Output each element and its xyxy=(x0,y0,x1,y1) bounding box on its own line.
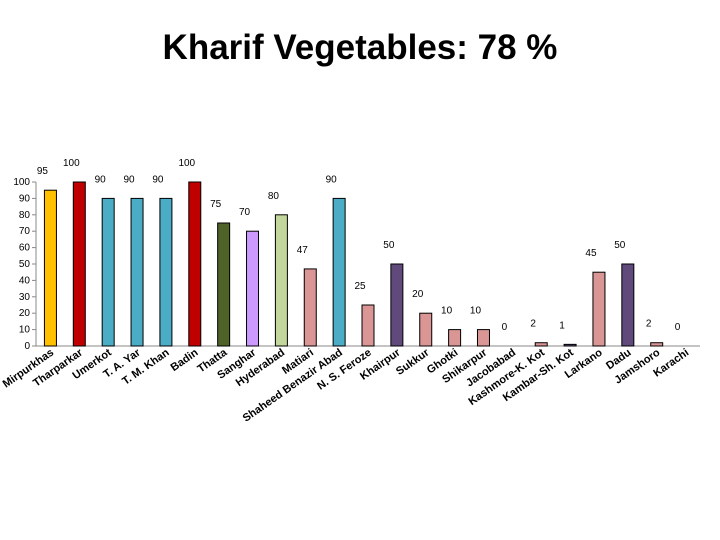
data-label: 45 xyxy=(585,248,597,259)
data-label: 10 xyxy=(441,306,453,317)
bar xyxy=(274,214,288,347)
bar xyxy=(130,197,144,347)
bar xyxy=(476,329,490,347)
data-label: 50 xyxy=(614,240,626,251)
y-tick-label: 60 xyxy=(19,243,31,254)
bar xyxy=(332,197,346,347)
data-label: 25 xyxy=(354,281,366,292)
y-tick-label: 40 xyxy=(19,275,31,286)
y-tick-label: 70 xyxy=(19,226,31,237)
data-label: 47 xyxy=(297,245,309,256)
bar xyxy=(534,342,548,347)
bar xyxy=(101,197,115,347)
bar xyxy=(592,271,606,347)
data-label: 0 xyxy=(502,322,508,333)
bar xyxy=(217,222,231,347)
y-tick-label: 30 xyxy=(19,292,31,303)
bar xyxy=(246,230,260,347)
chart-title: Kharif Vegetables: 78 % xyxy=(162,28,558,67)
data-label: 1 xyxy=(559,320,565,331)
data-label: 2 xyxy=(646,319,652,330)
bar xyxy=(188,181,202,347)
bar xyxy=(563,343,577,347)
data-label: 100 xyxy=(63,158,80,169)
y-tick-label: 100 xyxy=(13,177,30,188)
data-label: 70 xyxy=(239,207,251,218)
data-label: 95 xyxy=(37,166,49,177)
data-label: 90 xyxy=(95,174,107,185)
bar xyxy=(43,189,57,347)
bar xyxy=(159,197,173,347)
y-tick-label: 10 xyxy=(19,325,31,336)
y-tick-label: 0 xyxy=(24,341,30,352)
data-label: 80 xyxy=(268,191,280,202)
bar xyxy=(361,304,375,347)
data-label: 90 xyxy=(326,174,338,185)
bar xyxy=(390,263,404,347)
data-label: 20 xyxy=(412,289,424,300)
bar xyxy=(621,263,635,347)
data-label: 100 xyxy=(178,158,195,169)
category-label: Sukkur xyxy=(394,346,432,378)
y-tick-label: 20 xyxy=(19,308,31,319)
y-tick-label: 90 xyxy=(19,193,31,204)
data-label: 50 xyxy=(383,240,395,251)
data-label: 2 xyxy=(530,319,536,330)
y-tick-label: 50 xyxy=(19,259,31,270)
data-label: 90 xyxy=(152,174,164,185)
category-label: Badin xyxy=(169,346,201,374)
bar xyxy=(650,342,664,347)
bar xyxy=(419,312,433,347)
bar xyxy=(448,329,462,347)
data-label: 10 xyxy=(470,306,482,317)
bar xyxy=(303,268,317,347)
y-tick-label: 80 xyxy=(19,210,31,221)
data-label: 90 xyxy=(123,174,135,185)
bar xyxy=(72,181,86,347)
data-label: 75 xyxy=(210,199,222,210)
data-label: 0 xyxy=(675,322,681,333)
